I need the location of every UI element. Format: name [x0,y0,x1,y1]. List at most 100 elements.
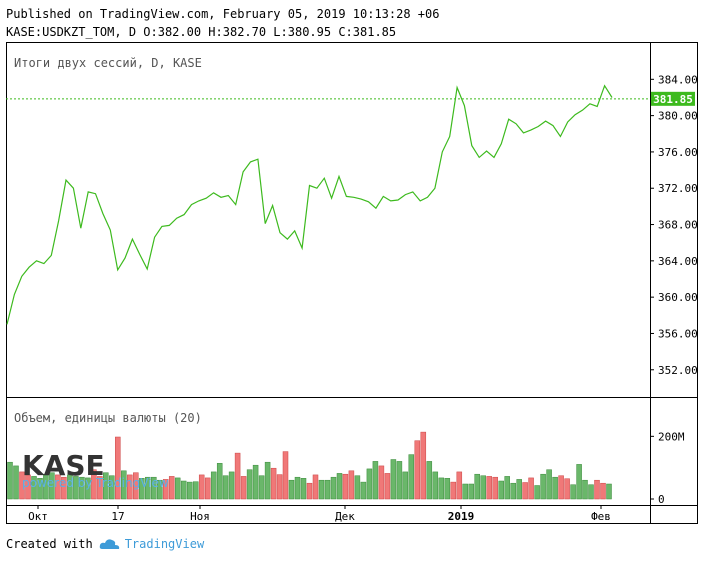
volume-bar [109,475,115,500]
price-tick-label: 380.00 [658,110,698,123]
time-tick-label: 17 [111,510,124,523]
volume-bar [588,484,594,500]
watermark-logo: KASE [22,449,105,482]
volume-bar [360,481,367,500]
volume-bar [594,479,600,500]
last-price-badge: 381.85 [651,91,695,106]
volume-bar [480,475,486,500]
volume-pane-title: Объем, единицы валюты (20) [14,411,202,425]
volume-bar [318,479,325,500]
price-tick-label: 360.00 [658,291,698,304]
volume-bar [426,461,433,500]
volume-axis-ticks: 0 200M [650,430,685,506]
volume-tick-label: 0 [658,493,665,506]
watermark-powered: powered by TradingView [22,476,169,490]
volume-bar [432,471,439,500]
price-pane-title: Итоги двух сессий, D, KASE [14,56,202,70]
volume-bar [444,478,451,500]
volume-bar [198,474,205,500]
volume-bar [378,465,385,500]
volume-bar [270,467,277,500]
volume-bar [258,475,265,500]
volume-bar [115,436,121,500]
volume-bar [180,480,187,500]
volume-bar [528,477,534,500]
volume-bar [61,476,67,500]
volume-bar [438,477,445,500]
volume-bar [474,473,480,500]
volume-bar [252,464,259,500]
volume-bar [145,476,151,500]
volume-bar [330,476,337,500]
volume-bar [294,476,301,500]
volume-bar [420,431,427,500]
volume-bar [498,480,504,500]
volume-bar [37,478,43,500]
volume-bar [49,472,55,500]
volume-bar [31,476,37,500]
volume-bar [276,474,283,500]
volume-bar [324,479,331,500]
volume-bar [402,471,409,500]
price-tick-label: 368.00 [658,219,698,232]
volume-bar [162,479,169,500]
volume-bar [546,469,552,500]
volume-bar [121,470,127,500]
volume-bar [534,485,540,500]
time-tick-label: Ноя [190,510,210,523]
volume-bar [73,476,79,500]
price-tick-label: 384.00 [658,73,698,86]
volume-bar [462,483,468,500]
volume-bar [174,477,181,500]
volume-bar [13,465,19,500]
volume-bar [492,476,498,500]
volume-bar [85,477,91,500]
volume-bar [354,475,361,500]
volume-bar [510,482,516,500]
volume-bar [19,471,25,500]
volume-bar [97,476,103,500]
volume-bar [396,461,403,500]
price-tick-label: 372.00 [658,182,698,195]
last-price-label: 381.85 [653,93,693,106]
volume-bar [306,482,313,500]
volume-bar [234,452,241,500]
volume-bar [390,459,397,500]
volume-bar [228,471,235,500]
volume-bar [582,479,588,500]
volume-bar [552,476,558,500]
time-tick-label: Фев [591,510,611,523]
volume-bar [25,474,31,500]
tradingview-brand[interactable]: TradingView [124,537,205,551]
footer: Created with TradingView [6,537,204,551]
volume-bar [103,472,109,500]
ohlc-header: KASE:USDKZT_TOM, D O:382.00 H:382.70 L:3… [6,25,397,39]
volume-bar [222,475,229,500]
volume-bar [504,476,510,500]
volume-bar [606,483,612,500]
volume-bar [486,476,492,500]
volume-bar [43,473,49,500]
volume-bar [408,454,415,500]
volume-bar [240,476,247,500]
volume-bar [372,461,379,500]
volume-bar [246,469,253,500]
volume-bar [91,469,97,500]
volume-bar [366,468,373,500]
volume-bars [7,431,612,500]
kase-watermark: KASE powered by TradingView [22,449,169,490]
volume-tick-label: 200M [658,430,685,443]
volume-bar [204,477,211,500]
volume-bar [600,482,606,500]
volume-bar [127,474,133,500]
volume-bar [133,472,139,500]
volume-bar [564,478,570,500]
volume-bar [151,476,157,500]
volume-bar [186,481,193,500]
tradingview-cloud-icon [99,539,119,549]
volume-bar [7,461,13,500]
price-axis-ticks: 352.00 356.00 360.00 364.00 368.00 372.00 376.… [650,73,698,377]
volume-bar [540,473,546,500]
volume-bar [456,471,463,500]
price-tick-label: 376.00 [658,146,698,159]
